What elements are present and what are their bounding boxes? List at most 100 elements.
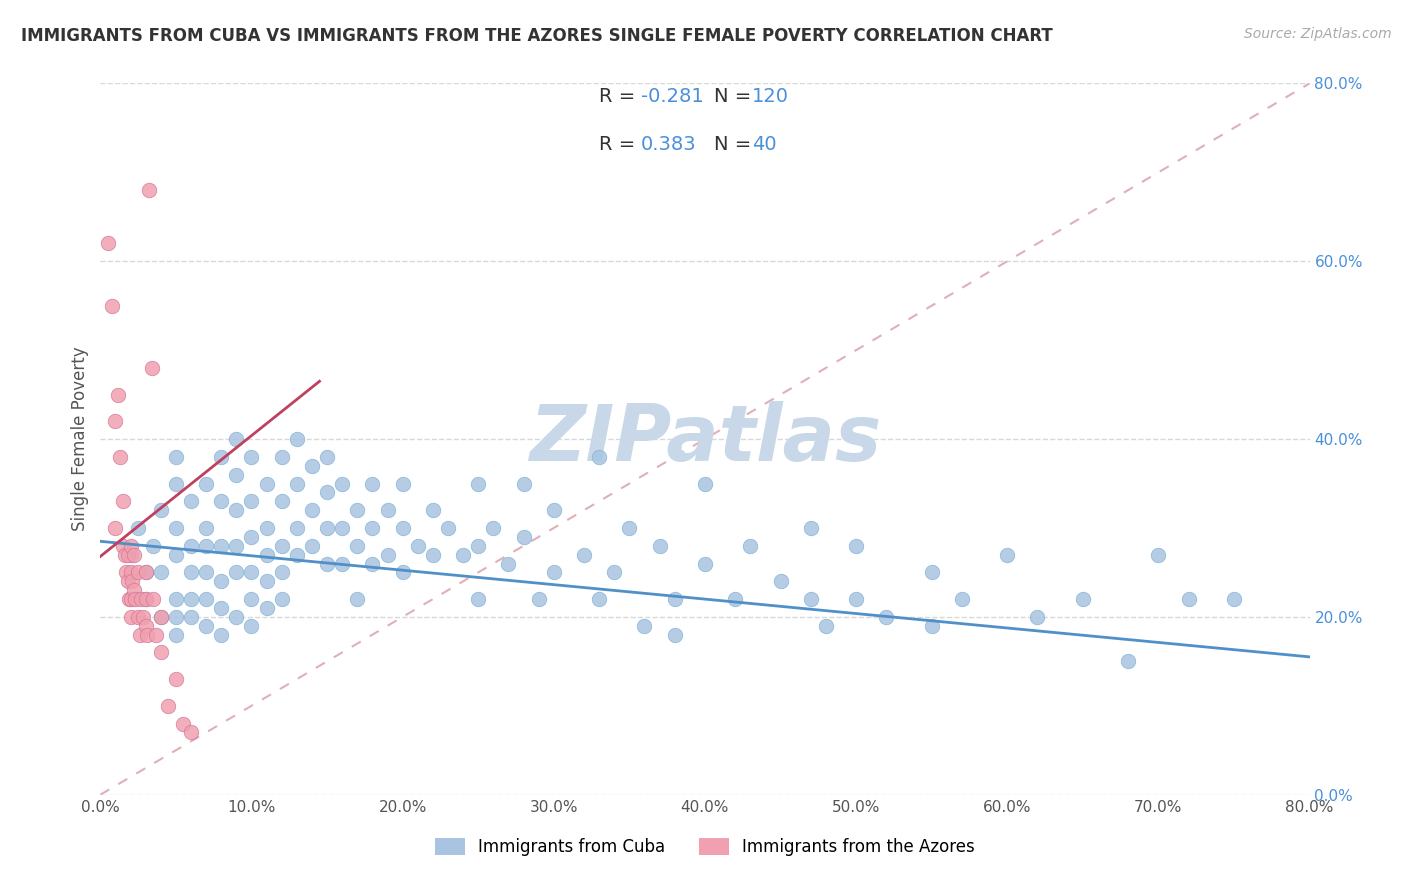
Point [165,672,187,686]
Point [180,494,202,508]
Text: N =: N = [714,87,758,106]
Point [120,566,142,580]
Point [361,476,384,491]
Point [361,521,384,535]
Point [195,566,218,580]
Point [145,628,167,642]
Point [724,592,747,607]
Point [467,592,489,607]
Point [209,601,232,615]
Point [180,566,202,580]
Point [104,414,127,428]
Point [391,566,413,580]
Point [330,476,353,491]
Point [180,610,202,624]
Point [149,645,172,659]
Point [135,592,157,607]
Point [225,503,247,517]
Point [740,539,762,553]
Point [138,183,160,197]
Point [165,521,187,535]
Point [301,539,323,553]
Point [135,592,157,607]
Point [1026,610,1049,624]
Point [120,592,142,607]
Point [316,485,339,500]
Point [361,557,384,571]
Point [285,476,308,491]
Point [256,476,278,491]
Point [180,539,202,553]
Point [422,548,444,562]
Point [467,539,489,553]
Point [330,557,353,571]
Point [195,476,218,491]
Point [285,521,308,535]
Point [225,566,247,580]
Point [195,539,218,553]
Point [633,619,655,633]
Point [195,521,218,535]
Point [209,450,232,464]
Point [240,530,263,544]
Text: 120: 120 [752,87,789,106]
Point [127,521,149,535]
Point [619,521,641,535]
Point [1147,548,1170,562]
Point [142,539,165,553]
Point [195,619,218,633]
Point [664,592,686,607]
Y-axis label: Single Female Poverty: Single Female Poverty [72,347,89,532]
Point [115,566,138,580]
Point [165,548,187,562]
Point [117,574,139,589]
Text: ZIPatlas: ZIPatlas [529,401,882,477]
Point [1071,592,1094,607]
Point [108,450,131,464]
Point [256,548,278,562]
Point [451,548,474,562]
Point [240,592,263,607]
Point [301,503,323,517]
Point [195,592,218,607]
Point [97,236,120,251]
Point [118,592,141,607]
Point [149,503,172,517]
Point [648,539,671,553]
Point [135,566,157,580]
Point [285,432,308,446]
Point [664,628,686,642]
Point [135,619,157,633]
Point [240,450,263,464]
Point [482,521,505,535]
Point [149,610,172,624]
Point [209,574,232,589]
Point [209,494,232,508]
Point [346,539,368,553]
Point [209,539,232,553]
Point [172,716,194,731]
Point [693,476,716,491]
Text: 0.383: 0.383 [641,136,696,154]
Text: Source: ZipAtlas.com: Source: ZipAtlas.com [1244,27,1392,41]
Point [270,592,292,607]
Point [800,592,823,607]
Point [377,548,399,562]
Point [136,628,159,642]
Point [950,592,973,607]
Point [111,494,134,508]
Point [330,521,353,535]
Text: R =: R = [599,136,641,154]
Point [316,521,339,535]
Point [921,619,943,633]
Text: IMMIGRANTS FROM CUBA VS IMMIGRANTS FROM THE AZORES SINGLE FEMALE POVERTY CORRELA: IMMIGRANTS FROM CUBA VS IMMIGRANTS FROM … [21,27,1053,45]
Point [240,494,263,508]
Point [225,539,247,553]
Point [256,574,278,589]
Point [572,548,595,562]
Point [693,557,716,571]
Point [141,360,163,375]
Point [127,610,149,624]
Point [225,610,247,624]
Point [124,592,146,607]
